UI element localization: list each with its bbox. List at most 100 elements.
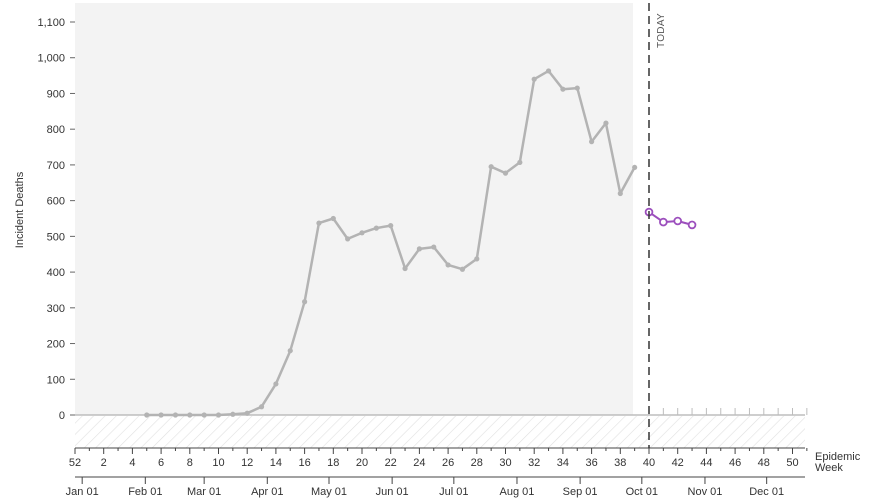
week-tick-label: 38 [614, 457, 626, 469]
observed-point [517, 159, 523, 166]
y-tick-label: 400 [47, 267, 65, 279]
y-tick-label: 300 [47, 303, 65, 315]
month-tick-label: Jul 01 [439, 486, 468, 498]
y-tick-label: 200 [47, 339, 65, 351]
week-tick-label: 36 [585, 457, 597, 469]
observed-point [488, 164, 494, 170]
below-zero-hatch [75, 416, 805, 448]
week-tick-label: 52 [69, 457, 81, 469]
forecast-point [687, 220, 697, 230]
week-tick-label: 40 [643, 457, 655, 469]
observed-point [215, 412, 222, 418]
observed-point [316, 220, 322, 226]
observed-point [617, 190, 623, 197]
x-axis-months: Jan 01 Feb 01 Mar 01 Apr 01 May 01 Jun 01 Jul … [66, 476, 805, 498]
observed-point [158, 412, 164, 418]
y-tick-label: 700 [47, 160, 65, 172]
week-tick-label: 8 [187, 457, 193, 469]
observed-point [431, 244, 437, 250]
series-layer [144, 68, 697, 418]
x-axis-title-line-1: Epidemic [815, 451, 861, 463]
y-tick-label: 1,000 [37, 53, 65, 65]
observed-point [359, 230, 365, 236]
week-tick-label: 24 [413, 457, 425, 469]
observed-point [474, 256, 480, 262]
week-tick-label: 26 [442, 457, 454, 469]
month-tick-label: Sep 01 [563, 486, 598, 498]
forecast-point [659, 217, 668, 227]
week-tick-label: 34 [557, 457, 569, 469]
y-tick-label: 900 [47, 88, 65, 100]
week-tick-label: 6 [158, 457, 164, 469]
week-tick-label: 12 [241, 457, 253, 469]
observed-point [187, 412, 193, 418]
observed-point [531, 76, 537, 82]
forecast-line [648, 211, 693, 226]
observed-point [388, 223, 394, 229]
month-tick-label: Aug 01 [500, 486, 535, 498]
y-tick-label: 600 [47, 196, 65, 208]
observed-background [75, 3, 633, 415]
week-tick-label: 18 [327, 457, 339, 469]
observed-point [244, 410, 250, 416]
week-tick-label: 30 [499, 457, 511, 469]
y-tick-label: 0 [59, 410, 65, 422]
month-tick-label: Apr 01 [251, 486, 283, 498]
y-axis-title: Incident Deaths [14, 171, 26, 248]
week-tick-label: 2 [101, 457, 107, 469]
week-tick-label: 48 [758, 457, 770, 469]
observed-point [230, 411, 236, 417]
month-tick-label: Dec 01 [749, 486, 784, 498]
month-tick-label: Nov 01 [688, 486, 723, 498]
month-tick-label: May 01 [311, 486, 347, 498]
month-tick-label: Mar 01 [187, 486, 221, 498]
week-tick-label: 20 [356, 457, 368, 469]
week-tick-label: 4 [129, 457, 135, 469]
week-tick-label: 14 [270, 457, 282, 469]
observed-point [502, 170, 509, 176]
y-tick-label: 800 [47, 124, 65, 136]
observed-point [574, 85, 580, 91]
observed-point [302, 299, 308, 305]
observed-point [287, 348, 293, 354]
week-tick-label: 50 [786, 457, 798, 469]
today-label: TODAY [656, 13, 667, 48]
observed-point [459, 266, 466, 272]
month-tick-label: Oct 01 [626, 486, 658, 498]
week-tick-label: 16 [298, 457, 310, 469]
month-tick-label: Jun 01 [376, 486, 409, 498]
week-tick-label: 28 [471, 457, 483, 469]
y-tick-label: 1,100 [37, 17, 65, 29]
observed-point [402, 265, 408, 272]
week-tick-label: 44 [700, 457, 712, 469]
x-axis-weeks: 52 2 4 6 8 10 12 14 16 18 20 22 24 26 28 30 32 34 36 38 40 42… [69, 408, 808, 469]
observed-point [589, 139, 595, 145]
week-tick-label: 42 [672, 457, 684, 469]
x-axis-title-line-2: Week [815, 462, 843, 474]
forecast-point [673, 216, 682, 226]
y-axis: 0 100 200 300 400 500 600 700 800 900 1,000 1,100 [37, 17, 805, 422]
week-tick-label: 10 [212, 457, 224, 469]
observed-point [416, 246, 422, 252]
observed-point [273, 381, 279, 387]
observed-point [258, 404, 265, 410]
observed-point [445, 262, 451, 268]
observed-point [545, 68, 552, 74]
month-tick-label: Jan 01 [66, 486, 99, 498]
week-tick-label: 22 [385, 457, 397, 469]
observed-point [560, 86, 566, 92]
observed-point [144, 412, 150, 418]
observed-point [632, 164, 638, 171]
observed-point [603, 120, 609, 126]
observed-point [330, 215, 336, 222]
month-tick-label: Feb 01 [128, 486, 162, 498]
y-tick-label: 100 [47, 374, 65, 386]
observed-point [201, 412, 207, 418]
observed-point [373, 225, 379, 231]
week-tick-label: 46 [729, 457, 741, 469]
observed-point [345, 236, 351, 242]
y-tick-label: 500 [47, 231, 65, 243]
week-tick-label: 32 [528, 457, 540, 469]
observed-point [172, 412, 179, 418]
